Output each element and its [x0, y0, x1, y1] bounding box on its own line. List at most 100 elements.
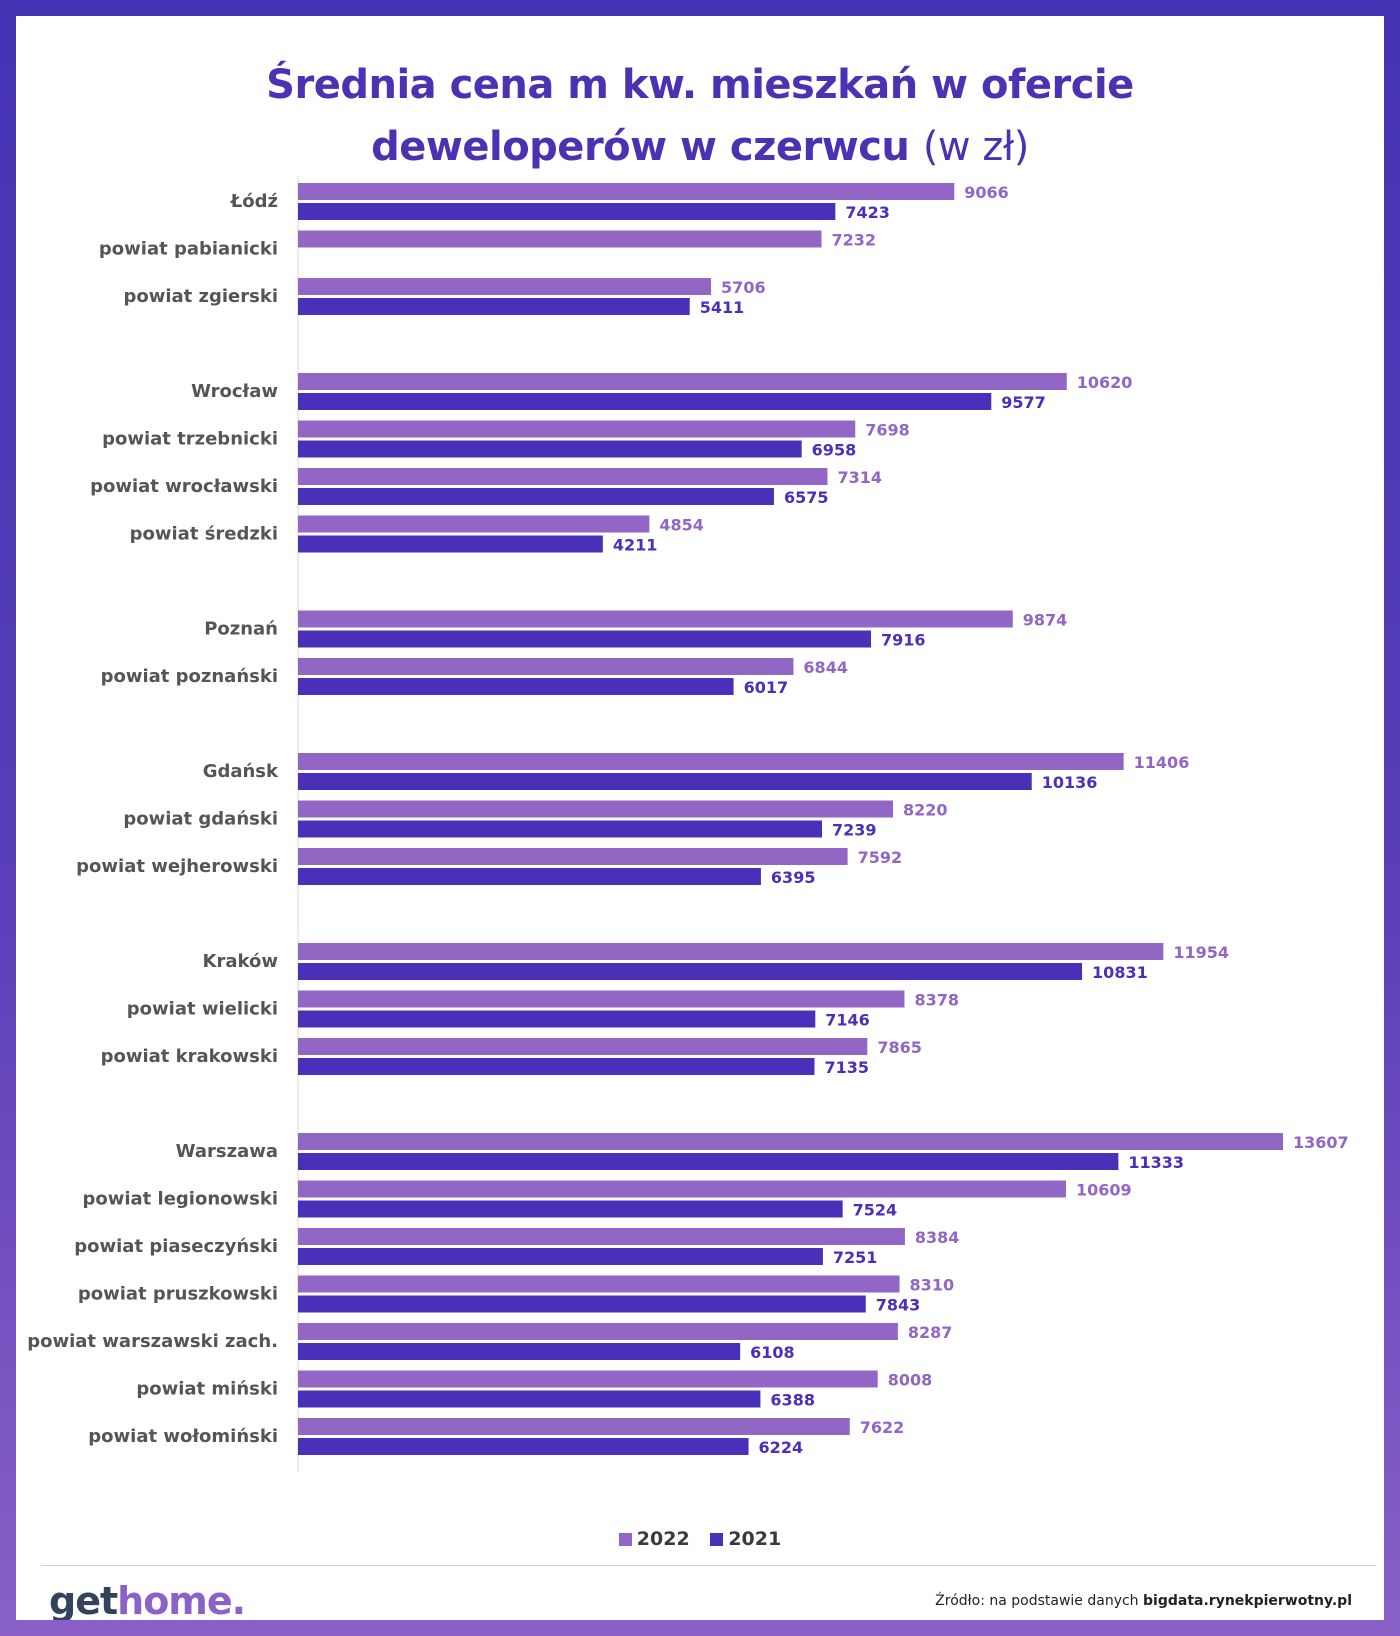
- data-label-2022: 4854: [659, 516, 704, 535]
- data-label-2021: 6575: [784, 488, 829, 507]
- data-label-2021: 4211: [613, 536, 658, 555]
- bar-2021: [298, 1200, 843, 1218]
- data-label-2022: 13607: [1293, 1133, 1349, 1152]
- category-label: powiat piaseczyński: [74, 1236, 278, 1257]
- bar-2021: [298, 1390, 761, 1408]
- bar-2021: [298, 535, 603, 553]
- bar-2022: [298, 1323, 898, 1340]
- bar-2022: [298, 1133, 1283, 1150]
- data-label-2021: 10136: [1042, 773, 1098, 792]
- bar-2022: [298, 420, 856, 438]
- bar-2022: [298, 515, 650, 533]
- data-label-2022: 8220: [903, 801, 948, 820]
- chart-title: Średnia cena m kw. mieszkań w ofercie de…: [16, 54, 1384, 178]
- bar-2021: [298, 440, 802, 458]
- data-label-2021: 7135: [824, 1058, 869, 1077]
- data-label-2021: 6395: [771, 868, 816, 887]
- bar-2022: [298, 800, 894, 818]
- bar-2022: [298, 753, 1124, 770]
- category-label: powiat pabianicki: [99, 239, 278, 260]
- category-label: powiat pruszkowski: [78, 1284, 278, 1305]
- logo-text-accent: home: [117, 1579, 233, 1620]
- category-label: powiat krakowski: [101, 1046, 278, 1067]
- data-label-2021: 7251: [833, 1248, 878, 1267]
- data-label-2022: 7232: [832, 231, 877, 250]
- bar-2022: [298, 848, 848, 865]
- category-label: powiat poznański: [101, 666, 278, 687]
- logo-text-dot: .: [231, 1579, 246, 1620]
- bar-2022: [298, 1038, 868, 1055]
- data-label-2021: 6017: [744, 678, 789, 697]
- category-label: powiat miński: [136, 1379, 278, 1400]
- bar-2022: [298, 943, 1164, 960]
- category-label: powiat gdański: [123, 809, 278, 830]
- data-label-2021: 7423: [845, 203, 890, 222]
- logo-text-main: get: [49, 1579, 118, 1620]
- legend-swatch-2022: [618, 1533, 632, 1546]
- bar-2021: [298, 488, 774, 505]
- legend-label-2022: 2022: [636, 1528, 690, 1550]
- legend-label-2021: 2021: [728, 1528, 782, 1550]
- bar-2021: [298, 630, 872, 648]
- data-label-2022: 8384: [915, 1228, 960, 1247]
- bar-2021: [298, 1058, 815, 1075]
- bar-chart: Łódź 9066 7423 powiat pabianicki 7232 powiat …: [27, 176, 1349, 1472]
- bar-2022: [298, 990, 905, 1008]
- category-label: Kraków: [203, 951, 278, 972]
- bar-2022: [298, 658, 794, 675]
- data-label-2022: 9066: [964, 183, 1009, 202]
- data-label-2021: 7239: [832, 821, 877, 840]
- data-label-2022: 7865: [877, 1038, 922, 1057]
- data-label-2022: 8310: [910, 1276, 955, 1295]
- category-label: Warszawa: [176, 1141, 278, 1162]
- data-label-2022: 6844: [803, 658, 848, 677]
- source-prefix: Źródło: na podstawie danych: [935, 1593, 1139, 1609]
- data-label-2021: 7916: [881, 631, 926, 650]
- category-label: Łódź: [230, 191, 278, 212]
- bar-2022: [298, 1180, 1066, 1198]
- data-label-2022: 7622: [860, 1418, 905, 1437]
- data-label-2021: 11333: [1128, 1153, 1184, 1172]
- bar-2021: [298, 868, 761, 885]
- data-label-2021: 10831: [1092, 963, 1148, 982]
- category-label: Gdańsk: [203, 761, 279, 782]
- bar-2022: [298, 468, 828, 485]
- data-label-2022: 7314: [837, 468, 882, 487]
- data-label-2021: 6388: [770, 1391, 815, 1410]
- legend-item-2022: 2022: [618, 1528, 690, 1550]
- data-label-2022: 7592: [858, 848, 903, 867]
- bar-2021: [298, 1343, 741, 1360]
- bar-2022: [298, 610, 1013, 628]
- legend-item-2021: 2021: [710, 1528, 781, 1550]
- title-line-2-main: deweloperów w czerwcu: [371, 124, 910, 170]
- gethome-logo: gethome.: [49, 1579, 246, 1620]
- bar-2022: [298, 1275, 900, 1293]
- category-label: powiat wielicki: [127, 999, 278, 1020]
- bar-2021: [298, 1248, 823, 1265]
- data-label-2022: 11954: [1173, 943, 1229, 962]
- bar-2021: [298, 203, 836, 220]
- category-label: powiat średzki: [130, 524, 278, 545]
- category-label: powiat wołomiński: [88, 1426, 278, 1447]
- source-note: Źródło: na podstawie danych bigdata.ryne…: [935, 1593, 1352, 1609]
- bar-2021: [298, 678, 734, 695]
- bar-2022: [298, 1228, 905, 1245]
- category-label: powiat zgierski: [123, 286, 278, 307]
- data-label-2021: 7146: [825, 1011, 870, 1030]
- title-line-1: Średnia cena m kw. mieszkań w ofercie: [266, 62, 1134, 108]
- data-label-2021: 7524: [853, 1201, 898, 1220]
- source-link-text: bigdata.rynekpierwotny.pl: [1143, 1593, 1352, 1609]
- data-label-2021: 6224: [759, 1438, 804, 1457]
- data-label-2021: 5411: [700, 298, 745, 317]
- data-label-2022: 10620: [1077, 373, 1133, 392]
- title-line-2: deweloperów w czerwcu (w zł): [16, 116, 1384, 178]
- bar-2021: [298, 773, 1032, 790]
- category-label: powiat warszawski zach.: [27, 1331, 278, 1352]
- data-label-2022: 11406: [1134, 753, 1190, 772]
- legend-swatch-2021: [710, 1533, 724, 1546]
- data-label-2021: 6958: [812, 441, 857, 460]
- bar-2021: [298, 1153, 1119, 1170]
- footer-divider: [41, 1565, 1376, 1566]
- data-label-2022: 9874: [1023, 611, 1068, 630]
- chart-card: Średnia cena m kw. mieszkań w ofercie de…: [16, 16, 1384, 1620]
